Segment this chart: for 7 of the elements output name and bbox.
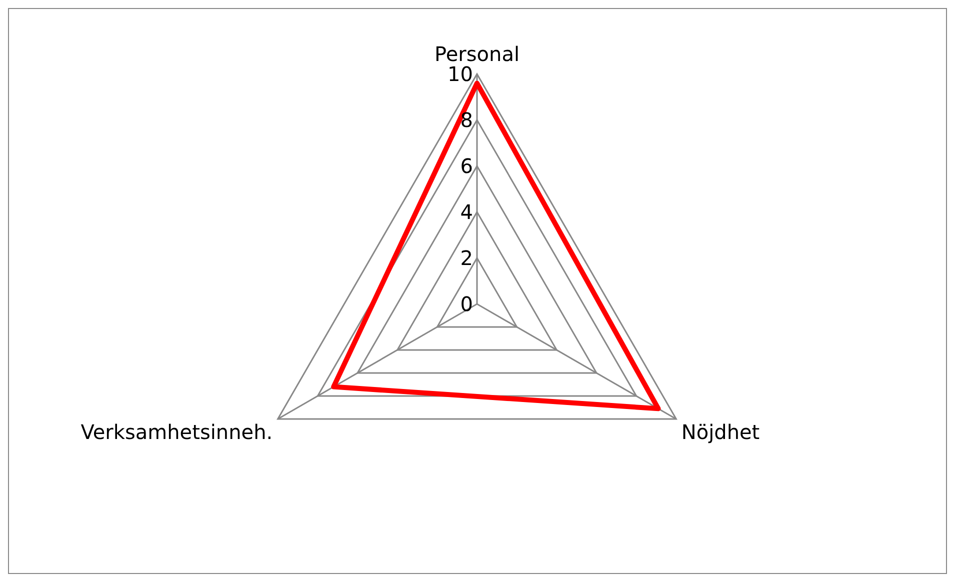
y-tick-label: 2 — [460, 246, 473, 270]
y-tick-label: 8 — [460, 108, 473, 132]
spoke-label: Nöjdhet — [681, 420, 760, 444]
y-tick-label: 6 — [460, 154, 473, 178]
y-tick-label: 0 — [460, 292, 473, 316]
y-tick-label: 4 — [460, 200, 473, 224]
spoke-label: Verksamhetsinneh. — [80, 420, 273, 444]
